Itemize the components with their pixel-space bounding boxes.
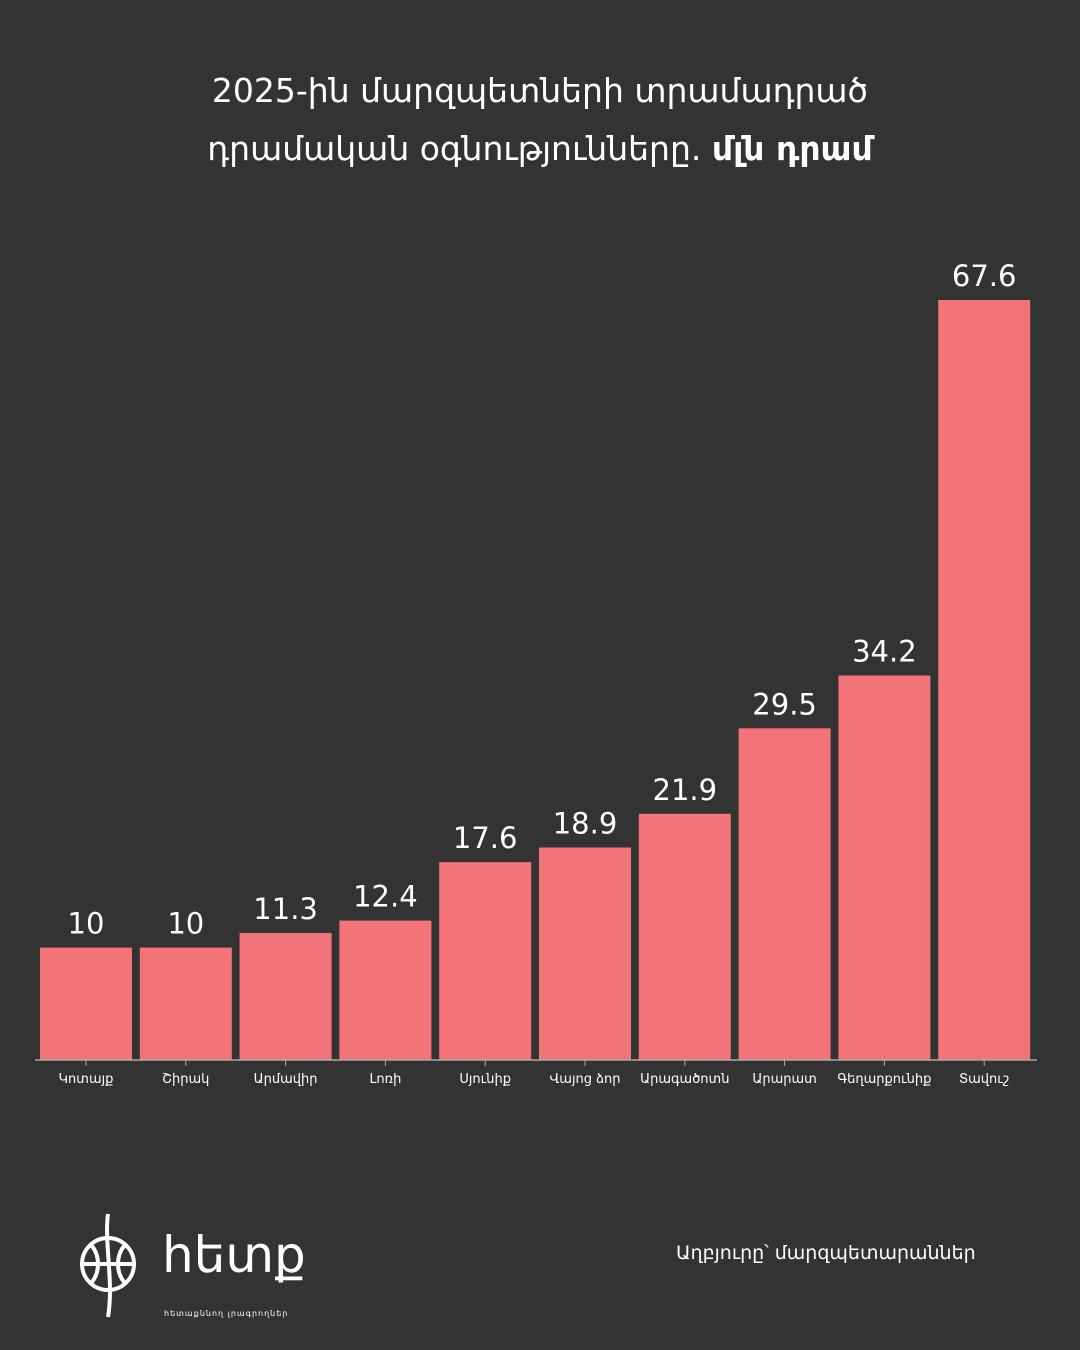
x-tick-label: Տավուշ: [959, 1072, 1009, 1087]
data-label: 18.9: [553, 807, 618, 841]
x-tick-label: Սյունիք: [459, 1072, 511, 1087]
source-note: Աղբյուրը՝ մարզպետարաններ: [676, 1242, 976, 1264]
data-label: 17.6: [453, 821, 518, 855]
x-tick-label: Արագածոտն: [640, 1072, 729, 1087]
x-tick-label: Վայոց ձոր: [550, 1072, 621, 1087]
bar: [339, 920, 432, 1060]
title-line-1: 2025-ին մարզպետների տրամադրած: [211, 71, 869, 110]
data-label: 10: [167, 907, 204, 941]
bar: [139, 947, 232, 1060]
data-label: 29.5: [752, 687, 817, 721]
logo-globe-icon: [80, 1213, 136, 1318]
title-unit: մլն դրամ: [711, 129, 873, 168]
logo-name: հետք: [162, 1226, 306, 1284]
x-tick-label: Գեղարքունիք: [837, 1072, 931, 1087]
data-label: 67.6: [952, 259, 1017, 293]
x-tick-label: Արմավիր: [254, 1072, 318, 1087]
bar: [439, 862, 532, 1060]
title-line-2: դրամական օգնությունները. մլն դրամ: [0, 120, 1080, 178]
bar: [539, 847, 631, 1060]
data-label: 21.9: [653, 773, 718, 807]
data-label: 12.4: [353, 880, 418, 914]
x-tick-label: Շիրակ: [162, 1072, 209, 1087]
bar: [938, 300, 1031, 1060]
bar: [838, 675, 931, 1060]
logo-tagline: հետաքննող լրագրողներ: [164, 1309, 288, 1318]
logo: հետք հետաքննող լրագրողներ: [80, 1213, 306, 1318]
data-label: 34.2: [852, 635, 917, 669]
data-label: 11.3: [253, 892, 318, 926]
bar: [40, 947, 132, 1060]
bar: [239, 932, 332, 1060]
bar: [638, 813, 731, 1060]
title-line-2-text: դրամական օգնությունները.: [207, 129, 702, 168]
x-tick-label: Լոռի: [369, 1072, 401, 1087]
data-label: 10: [68, 907, 105, 941]
bar-chart: 10 Կոտայք 10 Շիրակ 11.3 Արմավիր 12.4 Լոռի 17.6 Սյ…: [35, 259, 1037, 1087]
bar: [738, 728, 831, 1060]
x-tick-label: Արարատ: [752, 1072, 816, 1087]
x-tick-label: Կոտայք: [59, 1072, 114, 1087]
chart-title: 2025-ին մարզպետների տրամադրած դրամական օ…: [0, 62, 1080, 178]
